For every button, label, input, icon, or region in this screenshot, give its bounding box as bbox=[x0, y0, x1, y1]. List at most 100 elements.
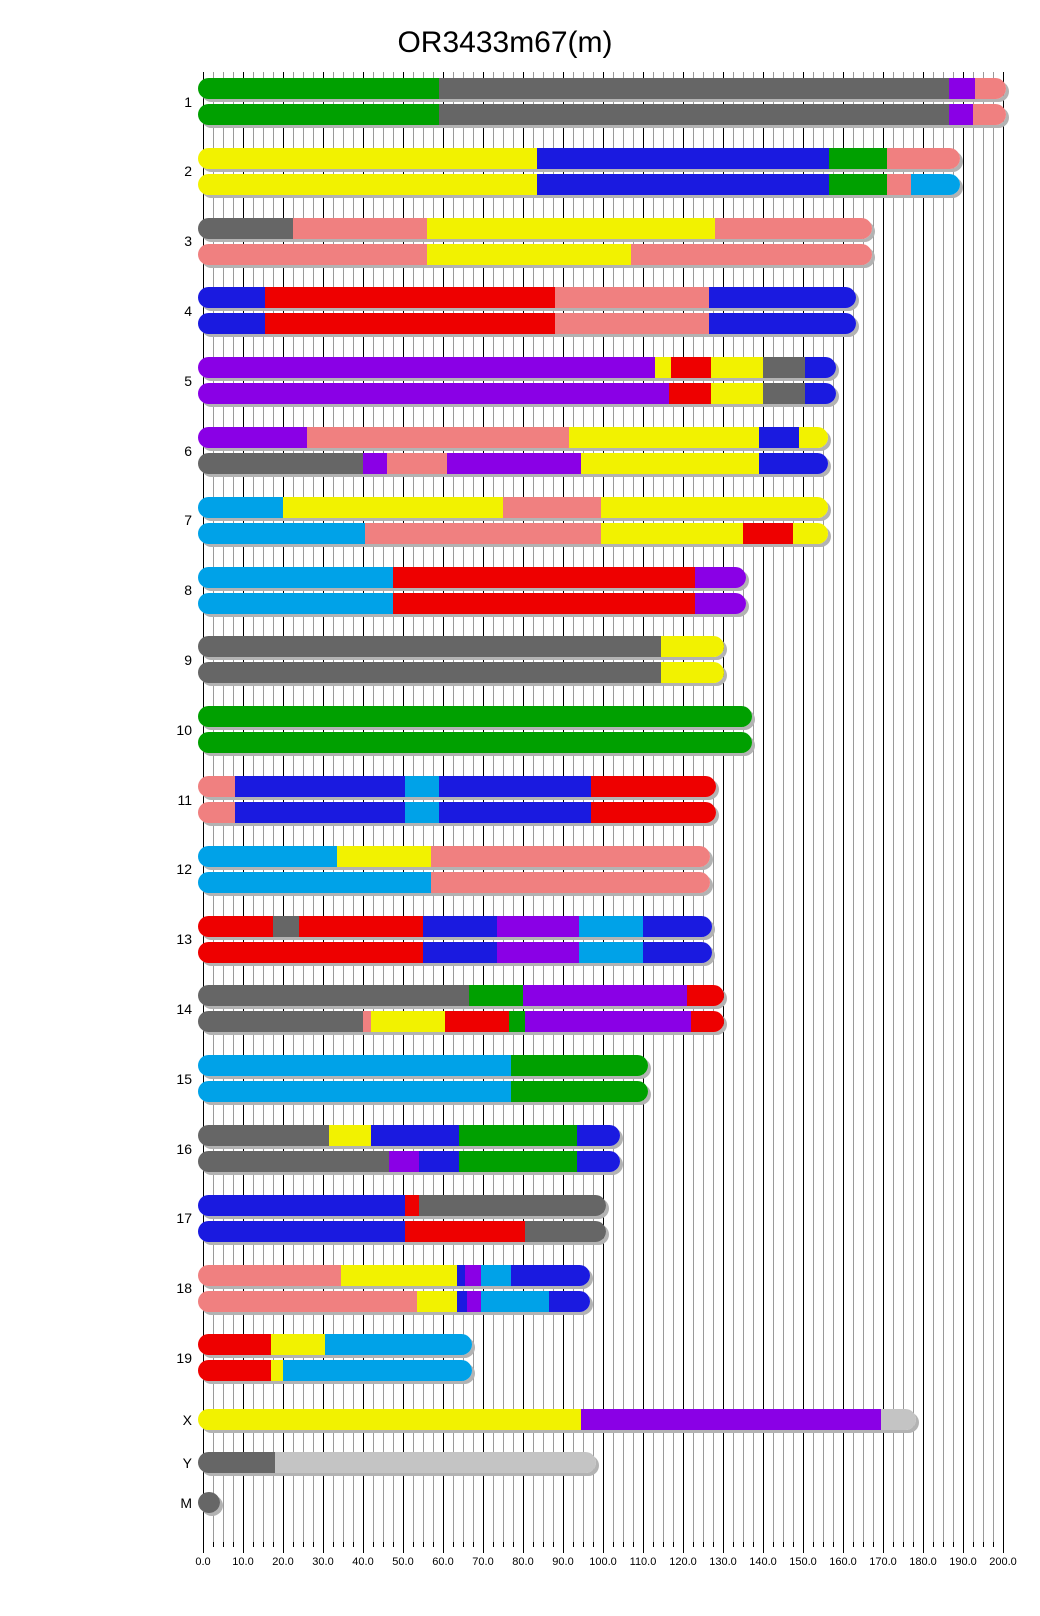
chromosome-label-14: 14 bbox=[176, 1000, 192, 1017]
chromosome-label-Y: Y bbox=[182, 1454, 192, 1471]
segment-salmon bbox=[365, 522, 601, 544]
axis-minor-ticks bbox=[203, 1542, 1004, 1547]
segment-yellow bbox=[661, 636, 724, 658]
segment-red bbox=[393, 592, 695, 614]
segment-yellow bbox=[711, 357, 763, 379]
axis-tick-label: 90.0 bbox=[552, 1556, 574, 1568]
segment-lightblue bbox=[325, 1334, 472, 1356]
axis-tick-label: 160.0 bbox=[829, 1556, 857, 1568]
axis-tick-label: 30.0 bbox=[312, 1556, 334, 1568]
chromosome-4-bar-2 bbox=[198, 313, 856, 335]
segment-red bbox=[743, 522, 793, 544]
chromosome-label-16: 16 bbox=[176, 1140, 192, 1157]
chromosome-label-M: M bbox=[180, 1494, 192, 1511]
segment-lightblue bbox=[198, 845, 337, 867]
segment-blue bbox=[457, 1290, 467, 1312]
chromosome-16-bar-1 bbox=[198, 1125, 620, 1146]
segment-lightblue bbox=[198, 1081, 511, 1103]
chromosome-9-bar-1 bbox=[198, 636, 724, 658]
chromosome-label-5: 5 bbox=[184, 372, 192, 389]
segment-red bbox=[198, 915, 273, 937]
segment-green bbox=[829, 147, 887, 169]
segment-lightblue bbox=[579, 941, 643, 963]
segment-salmon bbox=[293, 217, 427, 239]
segment-lightblue bbox=[198, 566, 393, 588]
segment-yellow bbox=[661, 662, 724, 684]
chromosome-label-9: 9 bbox=[184, 651, 192, 668]
segment-salmon bbox=[555, 313, 709, 335]
segment-red bbox=[691, 1011, 724, 1033]
segment-gray bbox=[198, 636, 661, 658]
chromosome-12-bar-1 bbox=[198, 845, 710, 867]
axis-tick-label: 50.0 bbox=[392, 1556, 414, 1568]
segment-salmon bbox=[503, 496, 601, 518]
chromosome-X-bar-1 bbox=[198, 1409, 916, 1430]
segment-salmon bbox=[198, 802, 235, 823]
segment-lightblue bbox=[405, 776, 439, 797]
segment-lightblue bbox=[481, 1290, 549, 1312]
segment-purple bbox=[497, 941, 579, 963]
segment-blue bbox=[439, 776, 591, 797]
segment-yellow bbox=[198, 1409, 581, 1430]
segment-salmon bbox=[387, 453, 447, 474]
axis-tick-label: 170.0 bbox=[869, 1556, 897, 1568]
chromosome-14-bar-1 bbox=[198, 985, 724, 1007]
segment-yellow bbox=[371, 1011, 445, 1033]
segment-purple bbox=[465, 1264, 481, 1286]
segment-red bbox=[405, 1194, 419, 1216]
segment-green bbox=[459, 1125, 577, 1146]
segment-blue bbox=[709, 313, 856, 335]
chromosome-13-bar-2 bbox=[198, 941, 712, 963]
segment-gray bbox=[198, 217, 293, 239]
segment-yellow bbox=[655, 357, 671, 379]
segment-blue bbox=[643, 915, 712, 937]
segment-red bbox=[198, 1360, 271, 1382]
axis-tick-label: 70.0 bbox=[472, 1556, 494, 1568]
chromosome-label-11: 11 bbox=[177, 791, 192, 808]
segment-yellow bbox=[569, 427, 759, 448]
chromosome-19-bar-1 bbox=[198, 1334, 472, 1356]
segment-blue bbox=[537, 147, 829, 169]
chromosome-5-bar-2 bbox=[198, 383, 836, 405]
segment-yellow bbox=[601, 522, 743, 544]
segment-blue bbox=[805, 383, 836, 405]
segment-red bbox=[405, 1220, 525, 1242]
segment-red bbox=[669, 383, 711, 405]
chromosome-6-bar-2 bbox=[198, 453, 828, 474]
axis-tick-label: 140.0 bbox=[749, 1556, 777, 1568]
chromosome-19-bar-2 bbox=[198, 1360, 472, 1382]
segment-gray bbox=[198, 1492, 220, 1513]
chromosome-4-bar-1 bbox=[198, 287, 856, 309]
segment-silver bbox=[881, 1409, 916, 1430]
chromosome-16-bar-2 bbox=[198, 1151, 620, 1172]
chromosome-Y-bar-1 bbox=[198, 1452, 596, 1473]
segment-purple bbox=[695, 592, 746, 614]
chromosome-label-10: 10 bbox=[176, 721, 192, 738]
chromosome-13-bar-1 bbox=[198, 915, 712, 937]
segment-purple bbox=[198, 383, 669, 405]
chromosome-label-12: 12 bbox=[176, 861, 192, 878]
chromosome-label-4: 4 bbox=[184, 302, 192, 319]
segment-yellow bbox=[283, 496, 503, 518]
chromosome-7-bar-2 bbox=[198, 522, 828, 544]
segment-blue bbox=[549, 1290, 590, 1312]
axis-tick-label: 10.0 bbox=[232, 1556, 254, 1568]
segment-blue bbox=[419, 1151, 459, 1172]
segment-green bbox=[509, 1011, 525, 1033]
segment-blue bbox=[537, 173, 829, 195]
segment-gray bbox=[763, 357, 805, 379]
chromosome-3-bar-1 bbox=[198, 217, 872, 239]
chromosome-5-bar-1 bbox=[198, 357, 836, 379]
chromosome-8-bar-1 bbox=[198, 566, 746, 588]
axis-tick-label: 130.0 bbox=[709, 1556, 737, 1568]
segment-lightblue bbox=[405, 802, 439, 823]
segment-green bbox=[469, 985, 523, 1007]
segment-green bbox=[198, 78, 439, 99]
segment-green bbox=[511, 1081, 648, 1103]
segment-yellow bbox=[793, 522, 828, 544]
segment-blue bbox=[371, 1125, 459, 1146]
axis-tick-label: 200.0 bbox=[989, 1556, 1017, 1568]
segment-purple bbox=[389, 1151, 419, 1172]
chromosome-17-bar-2 bbox=[198, 1220, 606, 1242]
segment-purple bbox=[581, 1409, 881, 1430]
